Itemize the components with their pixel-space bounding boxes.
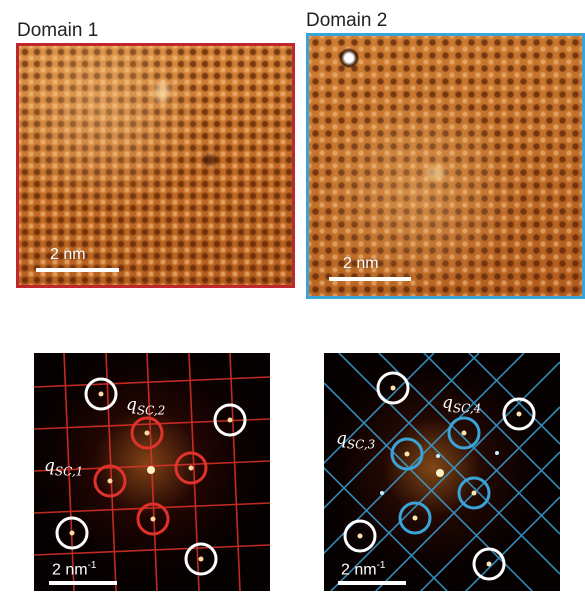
superlattice-circles bbox=[93, 416, 208, 536]
stm-image-domain2: 2 nm bbox=[306, 33, 585, 299]
q-sc-1-label: qSC,1 bbox=[44, 456, 84, 479]
fft-scale-bar-label: 2 nm-1 bbox=[341, 560, 386, 579]
fft-scale-bar bbox=[49, 581, 117, 585]
q-sc-2-label: qSC,2 bbox=[126, 395, 166, 418]
domain2-title: Domain 2 bbox=[306, 10, 388, 31]
bright-feature bbox=[154, 81, 170, 103]
dark-feature bbox=[204, 154, 216, 166]
adatom-defect bbox=[339, 48, 359, 68]
domain1-title: Domain 1 bbox=[17, 20, 99, 41]
stm-image-domain1: 2 nm bbox=[16, 43, 295, 288]
bragg-peaks bbox=[357, 385, 522, 567]
superlattice-circles bbox=[390, 416, 491, 535]
scale-bar-label: 2 nm bbox=[50, 246, 86, 263]
fft-scale-bar bbox=[338, 581, 406, 585]
scale-bar-label: 2 nm bbox=[343, 255, 379, 272]
fft-overlay bbox=[34, 353, 270, 591]
fft-domain1: qSC,2 qSC,1 2 nm-1 bbox=[34, 353, 270, 591]
bragg-peaks bbox=[69, 391, 233, 562]
q-sc-4-label: qSC,4 bbox=[442, 393, 482, 416]
fft-domain2: qSC,4 qSC,3 2 nm-1 bbox=[324, 353, 560, 591]
fft-overlay bbox=[324, 353, 560, 591]
bragg-circles bbox=[55, 377, 247, 576]
bright-feature bbox=[427, 166, 445, 180]
reciprocal-grid-lines bbox=[324, 353, 560, 591]
fft-scale-bar-label: 2 nm-1 bbox=[52, 560, 97, 579]
bragg-circles bbox=[343, 371, 536, 581]
reciprocal-grid-lines bbox=[34, 353, 270, 591]
q-sc-3-label: qSC,3 bbox=[336, 429, 376, 452]
scale-bar bbox=[329, 277, 411, 281]
scale-bar bbox=[36, 268, 119, 272]
